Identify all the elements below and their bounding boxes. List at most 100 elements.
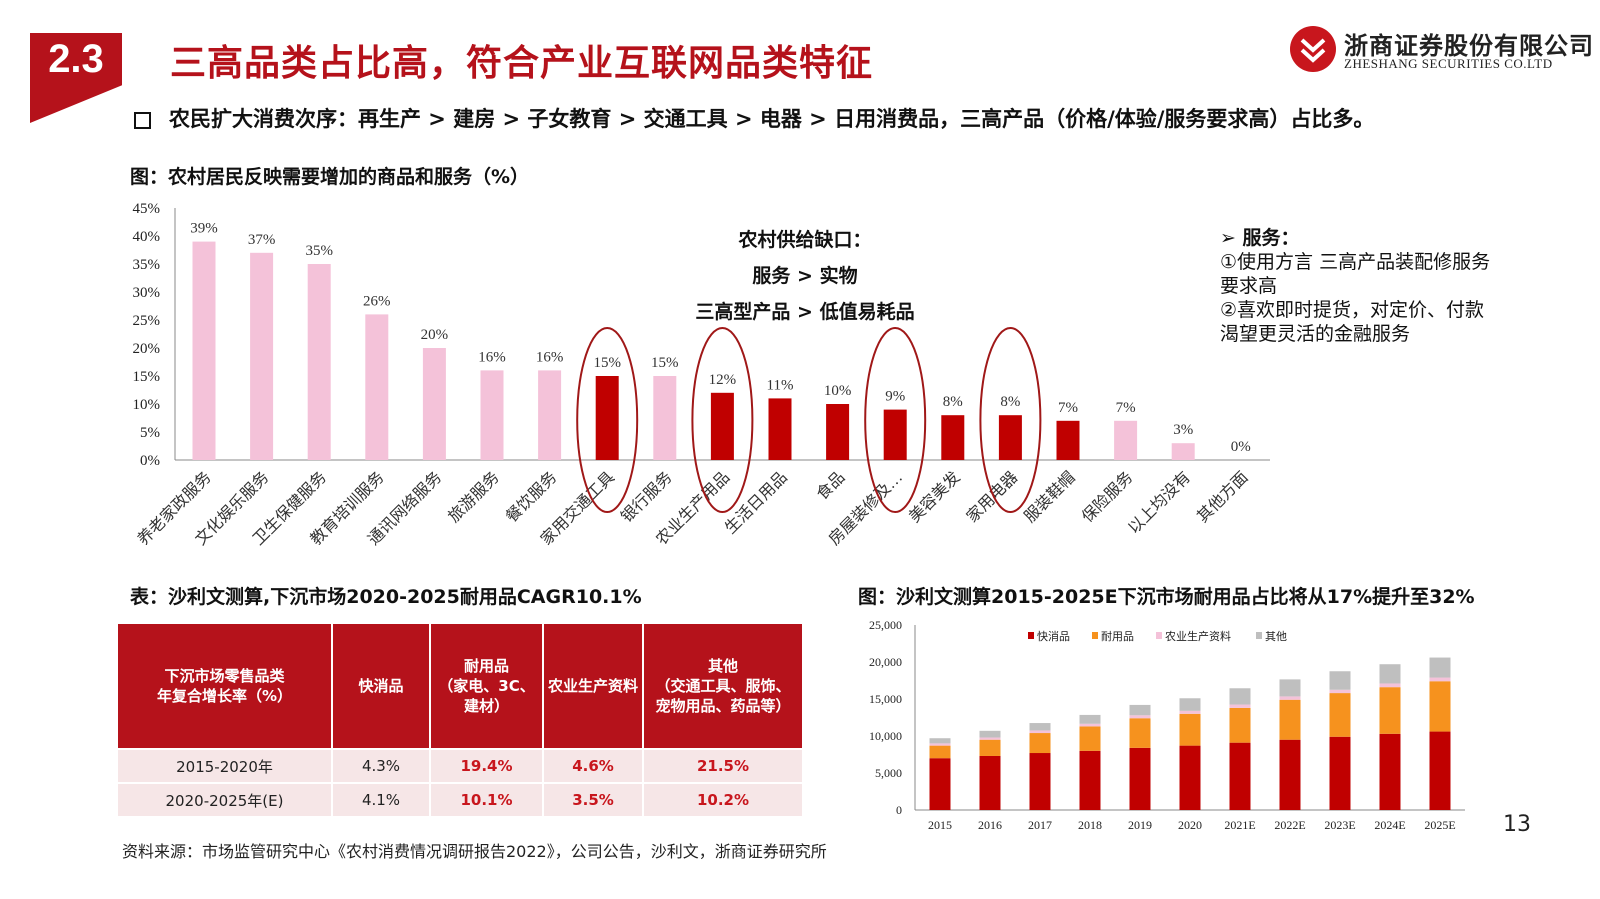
chart1-bar — [480, 370, 504, 460]
supply-gap-line1: 服务 > 实物 — [752, 265, 858, 287]
chart1-bar — [1056, 420, 1080, 460]
table-row: 2020-2025年(E) 4.1% 10.1% 3.5% 10.2% — [118, 782, 802, 816]
chart2-category-label: 2017 — [1028, 818, 1052, 832]
chart2-bar-segment — [1279, 679, 1301, 697]
chart2-category-label: 2025E — [1424, 818, 1455, 832]
chart2-bar-segment — [979, 739, 1001, 756]
chart1-y-tick-label: 40% — [133, 229, 161, 245]
chart1-bar — [365, 314, 389, 460]
chart1-bar — [653, 376, 677, 460]
chart1-y-tick-label: 5% — [140, 425, 160, 441]
chart2-bar-segment — [1429, 677, 1451, 682]
chart1-bar — [826, 404, 850, 460]
table-header-cell: 农业生产资料 — [543, 624, 644, 749]
table-cell: 19.4% — [430, 748, 544, 783]
chart2-category-label: 2015 — [928, 818, 952, 832]
chart1-y-tick-label: 20% — [133, 341, 161, 357]
rural-demand-bar-chart: 0% 5% 10% 15% 20% 25% 30% 35% 40% 45% 39% 37% 35% 26… — [133, 201, 1270, 549]
key-point-text: 农民扩大消费次序：再生产 > 建房 > 子女教育 > 交通工具 > 电器 > 日… — [169, 107, 1375, 131]
chart2-bar-segment — [1179, 713, 1201, 746]
chart1-data-label: 15% — [651, 355, 679, 371]
chart1-y-tick-label: 10% — [133, 397, 161, 413]
chart2-caption: 图：沙利文测算2015-2025E下沉市场耐用品占比将从17%提升至32% — [858, 586, 1475, 608]
chart1-data-label: 8% — [1000, 394, 1020, 410]
data-source: 资料来源：市场监管研究中心《农村消费情况调研报告2022》，公司公告，沙利文，浙… — [122, 842, 827, 861]
table-caption: 表：沙利文测算,下沉市场2020-2025耐用品CAGR10.1% — [130, 586, 642, 608]
service-annotation: ➢ 服务： ①使用方言 三高产品装配修服务要求高 ②喜欢即时提货，对定价、付款渴… — [1220, 226, 1500, 346]
cagr-table: 下沉市场零售品类 年复合增长率（%） 快消品 耐用品 （家电、3C、 建材） 农业生产资料其… — [118, 624, 802, 816]
chart1-bar — [768, 398, 792, 460]
chart2-bar-segment — [1079, 726, 1101, 751]
table-header-cell: 其他 （交通工具、服饰、 宠物用品、药品等） — [643, 624, 802, 749]
chart1-data-label: 39% — [190, 221, 218, 237]
chart2-category-label: 2024E — [1374, 818, 1405, 832]
chart2-y-tick-label: 10,000 — [869, 729, 902, 743]
chart2-legend-label: 快消品 — [1037, 629, 1070, 643]
chart2-legend-swatch — [1092, 632, 1098, 639]
supply-gap-title: 农村供给缺口： — [738, 229, 872, 251]
chart2-bar-segment — [1279, 739, 1301, 810]
table-cell: 3.5% — [543, 782, 644, 816]
table-cell: 4.3% — [332, 748, 431, 783]
chart1-data-label: 12% — [709, 372, 737, 388]
chart2-bar-segment — [1329, 736, 1351, 810]
chart1-data-label: 0% — [1231, 439, 1251, 455]
chart2-bar-segment — [1229, 688, 1251, 705]
chart2-bar-segment — [1329, 693, 1351, 737]
chart2-bar-segment — [1379, 733, 1401, 810]
chart1-highlight-circle — [864, 327, 927, 513]
chart1-bar — [307, 264, 331, 460]
chart2-category-label: 2021E — [1224, 818, 1255, 832]
chart2-bar-segment — [1429, 731, 1451, 810]
chart1-bar — [1114, 420, 1138, 460]
chart1-y-tick-label: 45% — [133, 201, 161, 217]
checkbox-bullet-icon — [134, 111, 151, 129]
chart2-legend-swatch — [1156, 632, 1162, 639]
chart1-data-label: 20% — [421, 327, 449, 343]
chart1-data-label: 8% — [943, 394, 963, 410]
chart1-bar — [422, 348, 446, 460]
chart2-bar-segment — [929, 738, 951, 744]
chart1-y-tick-label: 25% — [133, 313, 161, 329]
chart2-category-label: 2016 — [978, 818, 1002, 832]
chart2-bar-segment — [1279, 699, 1301, 740]
chart1-bar — [1171, 443, 1195, 460]
table-header-cell: 快消品 — [332, 624, 431, 749]
chart1-bar — [883, 409, 907, 460]
table-cell: 21.5% — [643, 748, 802, 783]
chart2-bar-segment — [979, 737, 1001, 740]
page-title: 三高品类占比高，符合产业互联网品类特征 — [170, 43, 874, 84]
chart2-bar-segment — [1229, 704, 1251, 708]
chart2-bar-segment — [1179, 710, 1201, 714]
chart2-bar-segment — [1129, 747, 1151, 810]
chart1-data-label: 26% — [363, 293, 391, 309]
supply-gap-annotation: 农村供给缺口： 服务 > 实物 三高型产品 > 低值易耗品 — [690, 222, 920, 330]
chart2-y-tick-label: 5,000 — [875, 766, 902, 780]
chart2-bar-segment — [1029, 753, 1051, 810]
chart2-bar-segment — [1129, 718, 1151, 748]
chart2-category-label: 2019 — [1128, 818, 1152, 832]
table-cell: 4.6% — [543, 748, 644, 783]
chart2-y-tick-label: 25,000 — [869, 618, 902, 632]
chart1-data-label: 37% — [248, 232, 276, 248]
chart1-data-label: 7% — [1116, 400, 1136, 416]
chart1-data-label: 11% — [767, 377, 794, 393]
table-cell: 4.1% — [332, 782, 431, 816]
chart2-legend-label: 农业生产资料 — [1165, 629, 1231, 643]
chart1-data-label: 3% — [1173, 422, 1193, 438]
chart1-bar — [250, 252, 274, 460]
page-number: 13 — [1503, 812, 1531, 837]
chart1-highlight-circle — [576, 327, 639, 513]
chart1-data-label: 10% — [824, 383, 852, 399]
chart2-y-tick-label: 0 — [896, 803, 902, 817]
chart1-data-label: 7% — [1058, 400, 1078, 416]
chart2-bar-segment — [1079, 750, 1101, 810]
service-line1: ①使用方言 三高产品装配修服务要求高 — [1220, 251, 1491, 297]
chart2-bar-segment — [1379, 687, 1401, 734]
chart1-bar — [998, 415, 1022, 460]
chart1-y-tick-label: 15% — [133, 369, 161, 385]
table-cell: 10.1% — [430, 782, 544, 816]
chart2-bar-segment — [1129, 704, 1151, 716]
chart2-bar-segment — [1079, 723, 1101, 727]
